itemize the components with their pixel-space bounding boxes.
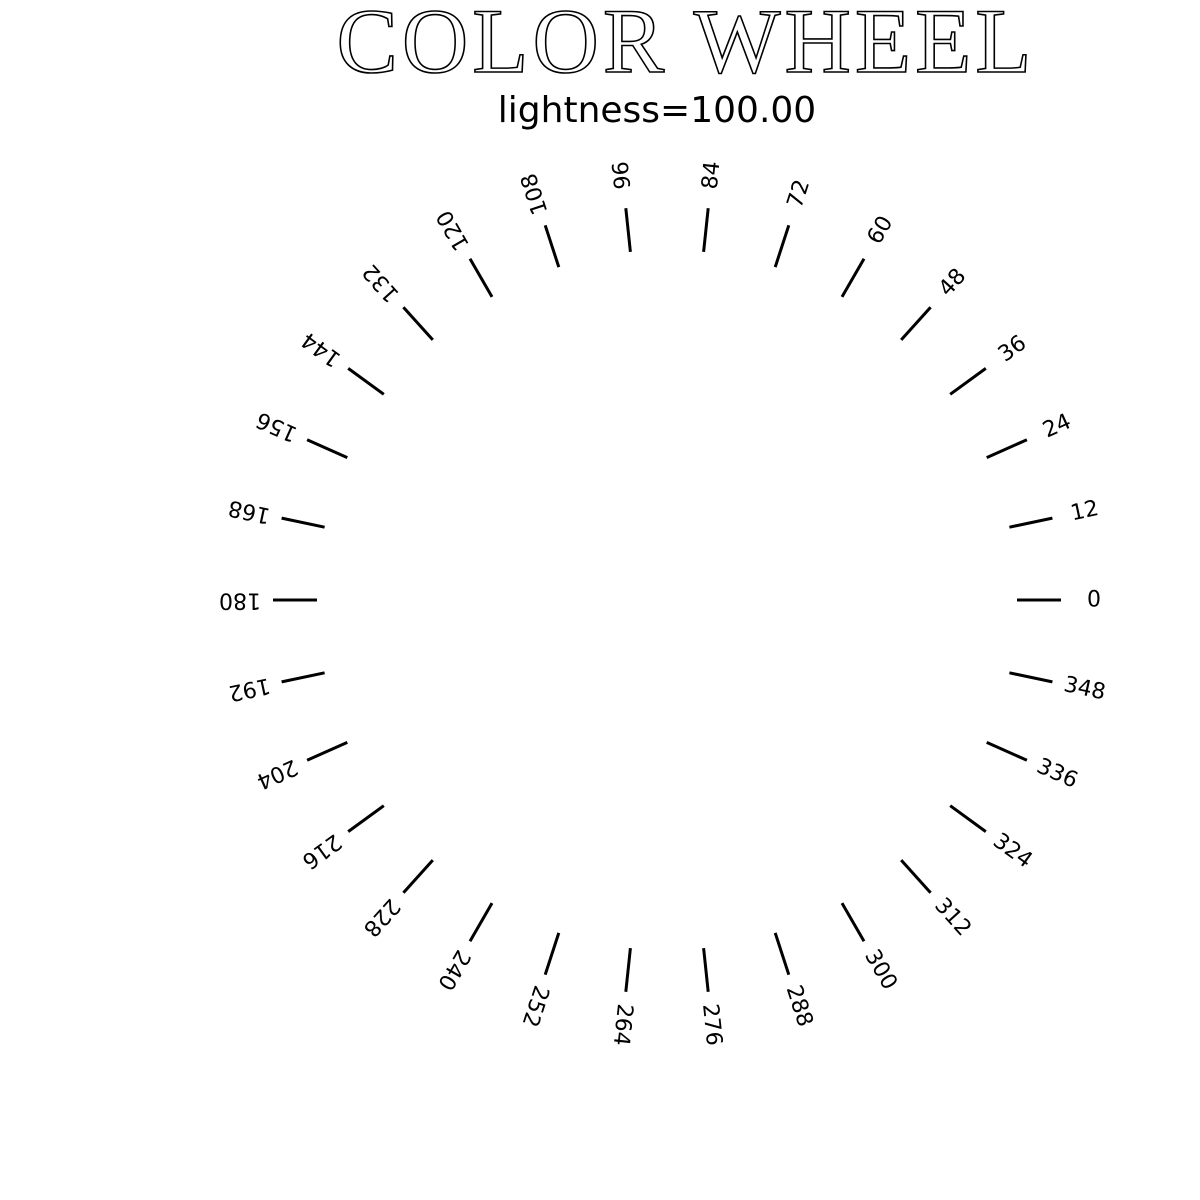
hue-label-336: 336 (1033, 754, 1082, 794)
hue-tick-300 (840, 902, 866, 942)
hue-tick-228 (402, 859, 434, 894)
hue-tick-276 (702, 947, 710, 992)
hue-tick-336 (986, 741, 1028, 762)
hue-label-96: 96 (609, 160, 637, 190)
hue-label-12: 12 (1068, 496, 1101, 526)
hue-tick-84 (702, 208, 710, 253)
hue-label-324: 324 (988, 829, 1037, 874)
hue-tick-12 (1009, 516, 1053, 529)
hue-label-192: 192 (226, 672, 272, 705)
hue-tick-108 (543, 224, 561, 268)
hue-label-36: 36 (994, 331, 1031, 368)
hue-tick-120 (468, 258, 494, 298)
hue-label-24: 24 (1039, 409, 1075, 443)
hue-tick-264 (624, 947, 632, 992)
hue-label-288: 288 (781, 982, 818, 1030)
hue-tick-144 (347, 367, 385, 396)
hue-label-180: 180 (219, 588, 261, 613)
hue-tick-240 (468, 902, 494, 942)
hue-label-72: 72 (783, 177, 815, 211)
hue-label-156: 156 (253, 406, 302, 446)
hue-tick-60 (840, 258, 866, 298)
hue-label-264: 264 (608, 1003, 637, 1047)
hue-tick-348 (1009, 671, 1053, 684)
hue-label-144: 144 (297, 327, 346, 372)
hue-tick-204 (306, 741, 348, 762)
hue-tick-288 (773, 932, 791, 976)
hue-tick-312 (900, 859, 932, 894)
hue-label-300: 300 (859, 945, 902, 994)
hue-tick-192 (281, 671, 325, 684)
hue-tick-24 (986, 438, 1028, 459)
hue-tick-156 (306, 438, 348, 459)
hue-tick-216 (347, 804, 385, 833)
hue-label-0: 0 (1087, 588, 1101, 613)
hue-label-204: 204 (253, 754, 302, 794)
hue-label-120: 120 (432, 206, 475, 255)
hue-label-240: 240 (432, 945, 475, 994)
hue-label-348: 348 (1062, 672, 1108, 705)
hue-label-60: 60 (863, 212, 899, 249)
hue-tick-96 (624, 208, 632, 253)
hue-tick-168 (281, 516, 325, 529)
hue-tick-36 (949, 367, 987, 396)
hue-tick-252 (543, 932, 561, 976)
hue-label-168: 168 (226, 495, 272, 528)
hue-label-108: 108 (517, 170, 554, 218)
hue-tick-48 (900, 306, 932, 341)
hue-tick-324 (949, 804, 987, 833)
diagram-subtitle: lightness=100.00 (498, 90, 816, 131)
hue-tick-132 (402, 306, 434, 341)
hue-label-48: 48 (934, 264, 971, 302)
hue-label-276: 276 (697, 1003, 726, 1047)
hue-label-216: 216 (297, 829, 346, 874)
hue-label-132: 132 (358, 259, 405, 307)
hue-label-252: 252 (517, 982, 554, 1030)
hue-label-312: 312 (929, 893, 976, 941)
hue-tick-72 (773, 224, 791, 268)
hue-label-228: 228 (358, 893, 405, 941)
hue-tick-group: 0 12 24 36 48 60 72 84 96 108 120 132 144 156 168 180 19… (219, 160, 1108, 1047)
diagram-title: COLOR WHEEL (336, 0, 1035, 92)
hue-label-84: 84 (698, 160, 726, 190)
